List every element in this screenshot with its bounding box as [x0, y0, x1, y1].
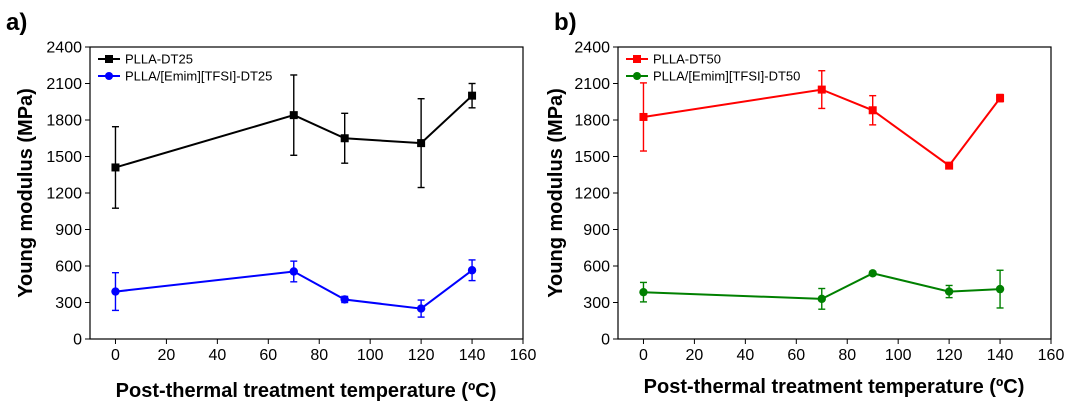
- y-tick-label: 600: [55, 259, 82, 276]
- axis-ticks: 0 20 40 60 80 100 120 140 160 0 300 600 900 1200 1500 1…: [46, 40, 536, 365]
- data-point: [996, 94, 1005, 103]
- x-tick-label: 160: [1038, 347, 1065, 364]
- legend-marker: [633, 72, 641, 80]
- y-tick-label: 300: [583, 295, 610, 312]
- y-tick-label: 1500: [574, 149, 610, 166]
- x-tick-label: 80: [310, 347, 328, 364]
- legend-label: PLLA-DT50: [653, 52, 721, 67]
- x-tick-label: 100: [885, 347, 912, 364]
- y-tick-label: 2400: [46, 40, 82, 57]
- x-tick-label: 140: [987, 347, 1014, 364]
- y-tick-label: 1800: [46, 113, 82, 130]
- x-tick-label: 40: [736, 347, 754, 364]
- x-tick-label: 20: [158, 347, 176, 364]
- data-point: [289, 111, 298, 120]
- y-tick-label: 1500: [46, 149, 82, 166]
- x-tick-label: 40: [208, 347, 226, 364]
- y-tick-label: 1200: [46, 186, 82, 203]
- panel-label: a): [6, 9, 27, 36]
- y-axis-title: Young modulus (MPa): [545, 88, 567, 298]
- legend: PLLA-DT25 PLLA/[Emim][TFSI]-DT25: [98, 52, 272, 84]
- y-tick-label: 1800: [574, 113, 610, 130]
- legend-marker: [633, 55, 641, 63]
- data-point: [467, 266, 477, 275]
- data-point: [111, 287, 120, 296]
- panel-label: b): [554, 9, 577, 36]
- x-tick-label: 80: [838, 347, 856, 364]
- x-axis-title: Post-thermal treatment temperature (ºC): [644, 376, 1025, 398]
- x-tick-label: 0: [111, 347, 120, 364]
- legend-label: PLLA-DT25: [125, 52, 193, 67]
- data-marks: [111, 74, 477, 318]
- data-point: [111, 163, 120, 172]
- x-tick-label: 100: [357, 347, 384, 364]
- x-tick-label: 120: [408, 347, 435, 364]
- y-tick-label: 1200: [574, 186, 610, 203]
- data-point: [289, 267, 298, 276]
- data-point: [340, 134, 349, 143]
- axis-ticks: 0 20 40 60 80 100 120 140 160 0 300 600 900 1200 1500 1…: [574, 40, 1064, 365]
- y-tick-label: 2100: [46, 76, 82, 93]
- data-point: [417, 139, 426, 148]
- data-point: [868, 269, 877, 278]
- legend-marker: [105, 55, 113, 63]
- data-point: [945, 161, 954, 170]
- legend-label: PLLA/[Emim][TFSI]-DT25: [125, 69, 272, 84]
- x-tick-label: 140: [459, 347, 486, 364]
- chart-panel-b: b) 0 20 40 60 80 100 120 140 160 0 300 600 900 1200 15…: [545, 9, 1064, 398]
- y-tick-label: 2400: [574, 40, 610, 57]
- y-tick-label: 0: [73, 332, 82, 349]
- y-axis-title: Young modulus (MPa): [15, 88, 37, 298]
- y-tick-label: 0: [601, 332, 610, 349]
- data-marks: [639, 70, 1005, 310]
- y-tick-label: 900: [55, 222, 82, 239]
- y-tick-label: 300: [55, 295, 82, 312]
- legend-marker: [105, 72, 113, 80]
- y-tick-label: 600: [583, 259, 610, 276]
- y-tick-label: 2100: [574, 76, 610, 93]
- x-tick-label: 60: [259, 347, 277, 364]
- data-point: [468, 91, 477, 100]
- legend: PLLA-DT50 PLLA/[Emim][TFSI]-DT50: [626, 52, 800, 84]
- y-tick-label: 900: [583, 222, 610, 239]
- data-point: [995, 284, 1005, 294]
- data-point: [868, 106, 877, 115]
- x-tick-label: 20: [686, 347, 704, 364]
- data-point: [340, 295, 349, 304]
- x-axis-title: Post-thermal treatment temperature (ºC): [116, 380, 497, 402]
- x-tick-label: 60: [787, 347, 805, 364]
- data-point: [944, 287, 954, 296]
- x-tick-label: 0: [639, 347, 648, 364]
- x-tick-label: 160: [510, 347, 537, 364]
- data-point: [817, 85, 826, 94]
- legend-label: PLLA/[Emim][TFSI]-DT50: [653, 69, 800, 84]
- data-point: [416, 304, 426, 313]
- data-point: [817, 294, 826, 304]
- x-tick-label: 120: [936, 347, 963, 364]
- data-point: [639, 112, 648, 121]
- chart-panel-a: a) 0 20 40 60 80 100 120 140 160 0 300 600 900 1200 15…: [6, 9, 536, 402]
- data-point: [639, 287, 648, 297]
